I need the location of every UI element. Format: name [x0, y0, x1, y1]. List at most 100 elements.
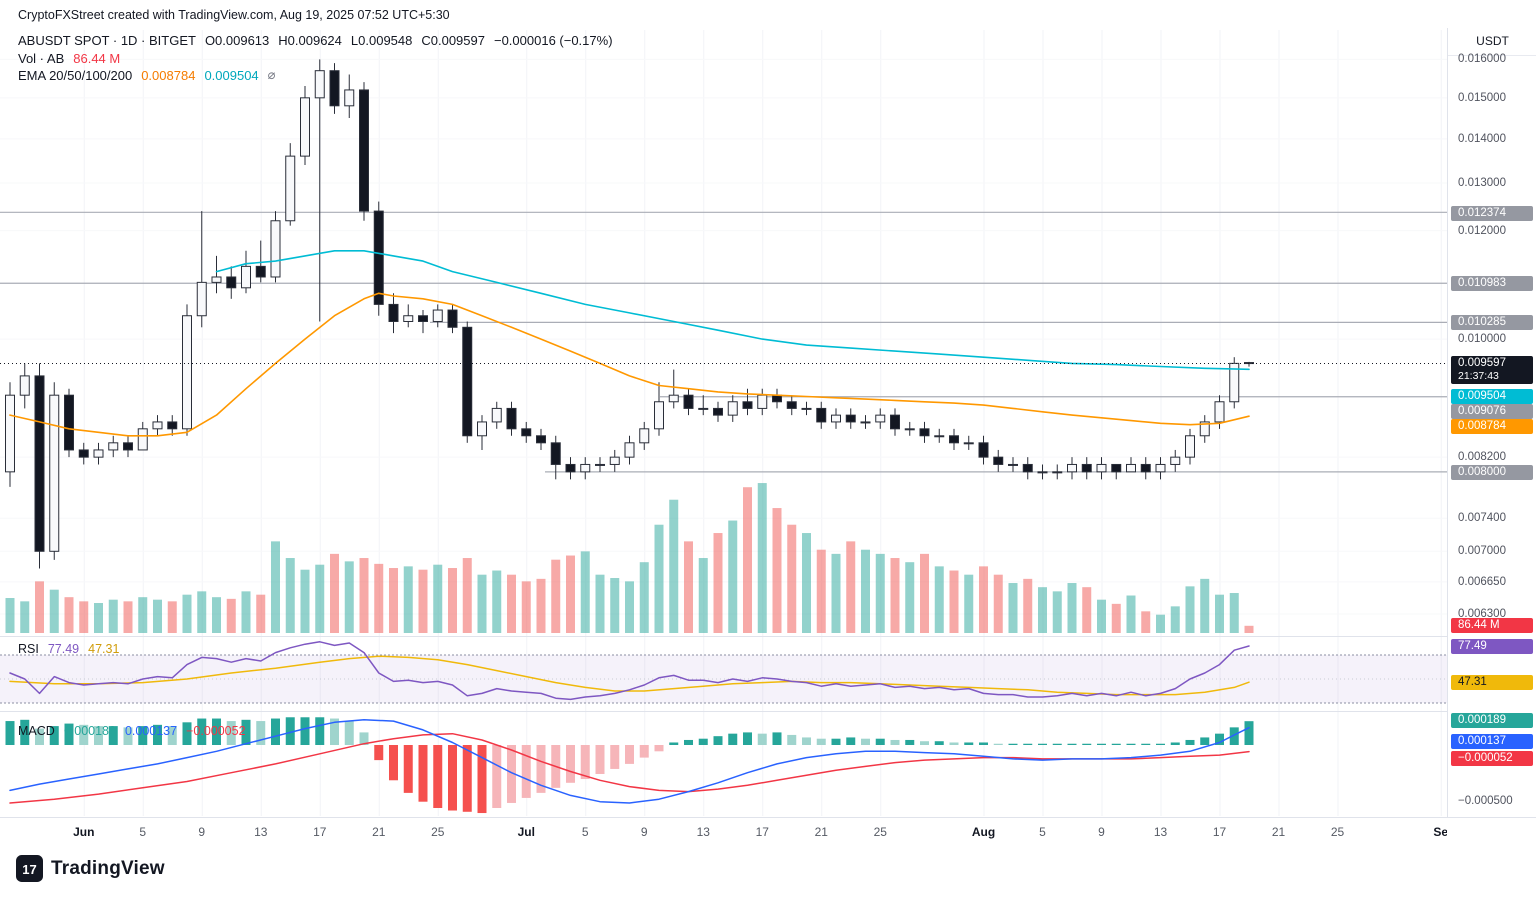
candle	[432, 309, 443, 322]
macd-bar	[934, 741, 944, 745]
price-axis-badge: 0.000137	[1451, 734, 1533, 749]
volume-bar	[920, 553, 929, 633]
price-axis-label: 0.015000	[1458, 91, 1506, 104]
volume-bar	[639, 562, 649, 633]
time-axis-label: 9	[1098, 825, 1105, 839]
price-axis-badge: −0.000052	[1451, 751, 1533, 766]
price-axis-badge: 0.008784	[1451, 419, 1533, 434]
candle	[1096, 463, 1107, 473]
candle	[226, 276, 237, 289]
time-axis[interactable]: Jun 5 9 13 17 21 25 Jul 5 9 13 17 21 25 Aug 5 9 13 17 21 25 S…	[0, 817, 1536, 849]
macd-bar	[684, 739, 693, 745]
macd-line	[9, 719, 1250, 804]
candle	[93, 449, 104, 458]
macd-bar	[654, 745, 664, 752]
macd-bar	[713, 736, 723, 745]
candle	[344, 89, 355, 107]
ema-label[interactable]: EMA 20/50/100/200	[18, 67, 133, 83]
macd-bar	[1038, 743, 1047, 745]
volume-bar	[1244, 625, 1254, 633]
tradingview-branding[interactable]: 17 TradingView	[16, 855, 165, 882]
macd-bar	[167, 726, 177, 745]
tradingview-logo-icon[interactable]: 17	[16, 855, 43, 882]
macd-bar	[772, 732, 782, 745]
price-axis-badge: 0.009504	[1451, 389, 1533, 404]
candle	[860, 421, 871, 424]
candle	[831, 414, 841, 423]
macd-bar	[1097, 743, 1106, 745]
candle	[270, 220, 281, 278]
volume-bar	[285, 558, 295, 633]
macd-bar	[566, 745, 575, 783]
macd-bar	[1244, 721, 1254, 745]
volume-bar	[831, 553, 841, 633]
candle	[963, 442, 974, 445]
price-axis-badge: 0.009597 21:37:43	[1451, 356, 1533, 384]
candle	[373, 210, 384, 305]
macd-bar	[462, 745, 472, 812]
ema-slow-line	[215, 250, 1250, 371]
macd-bar	[5, 721, 15, 745]
symbol-title[interactable]: ABUSDT SPOT · 1D · BITGET	[18, 33, 196, 48]
time-axis-label: Se	[1433, 825, 1447, 839]
macd-bar	[492, 745, 502, 808]
candle	[1052, 471, 1063, 474]
macd-bar	[536, 745, 546, 793]
price-axis[interactable]: USDT 0.016000 0.015000 0.014000 0.013000 0.0…	[1447, 28, 1536, 817]
candle	[595, 463, 605, 466]
macd-bar	[698, 738, 708, 745]
volume-bar	[521, 581, 531, 633]
candle	[801, 407, 812, 410]
level-lines-layer	[0, 211, 1447, 473]
candle	[1199, 421, 1210, 437]
macd-bar	[1111, 743, 1121, 745]
price-axis-label: 0.012000	[1458, 224, 1506, 237]
volume-bar	[94, 603, 103, 633]
volume-bar	[330, 553, 339, 633]
time-axis-label: 17	[1212, 825, 1227, 839]
volume-bar	[566, 555, 575, 633]
ema-fast-value: 0.008784	[141, 67, 196, 83]
price-axis-label: 0.016000	[1458, 53, 1506, 66]
macd-bar	[1141, 743, 1151, 745]
volume-bar	[256, 594, 266, 633]
macd-bar	[418, 745, 428, 802]
volume-bar	[728, 520, 738, 633]
macd-bar	[256, 721, 266, 745]
time-axis-label: 9	[198, 825, 206, 839]
macd-bar	[315, 717, 325, 745]
volume-bar	[64, 597, 74, 633]
ema-more-icon[interactable]: ⌀	[267, 67, 276, 82]
price-axis-label: 0.006300	[1458, 607, 1506, 620]
volume-bar	[1141, 611, 1151, 633]
time-axis-label: 13	[1153, 825, 1168, 839]
main-chart-canvas[interactable]	[0, 0, 1447, 817]
price-axis-label: −0.000500	[1458, 795, 1513, 807]
candle	[1022, 463, 1033, 473]
macd-bar	[285, 717, 295, 745]
volume-label[interactable]: Vol · AB	[18, 51, 65, 66]
macd-bar	[49, 726, 59, 745]
candle	[64, 394, 74, 451]
time-axis-label: 25	[431, 825, 445, 839]
candle	[1185, 435, 1195, 458]
candle	[536, 435, 546, 444]
rsi-legend: RSI 77.49 47.31	[18, 642, 119, 656]
candle	[934, 435, 945, 438]
volume-bar	[344, 561, 354, 633]
rsi-label[interactable]: RSI	[18, 642, 39, 656]
macd-bar	[802, 737, 811, 745]
volume-bar	[684, 541, 693, 633]
time-axis-label: 5	[139, 825, 147, 839]
volume-bar	[595, 574, 605, 633]
ohlc-close: C0.009597	[421, 33, 485, 48]
price-axis-currency[interactable]: USDT	[1448, 28, 1536, 56]
macd-bar	[1185, 739, 1195, 745]
candle	[211, 276, 222, 283]
macd-label[interactable]: MACD	[18, 724, 55, 738]
macd-bar	[728, 733, 738, 745]
candle	[152, 421, 163, 430]
macd-bar	[595, 745, 605, 774]
symbol-legend: ABUSDT SPOT · 1D · BITGET O0.009613 H0.0…	[18, 33, 613, 48]
